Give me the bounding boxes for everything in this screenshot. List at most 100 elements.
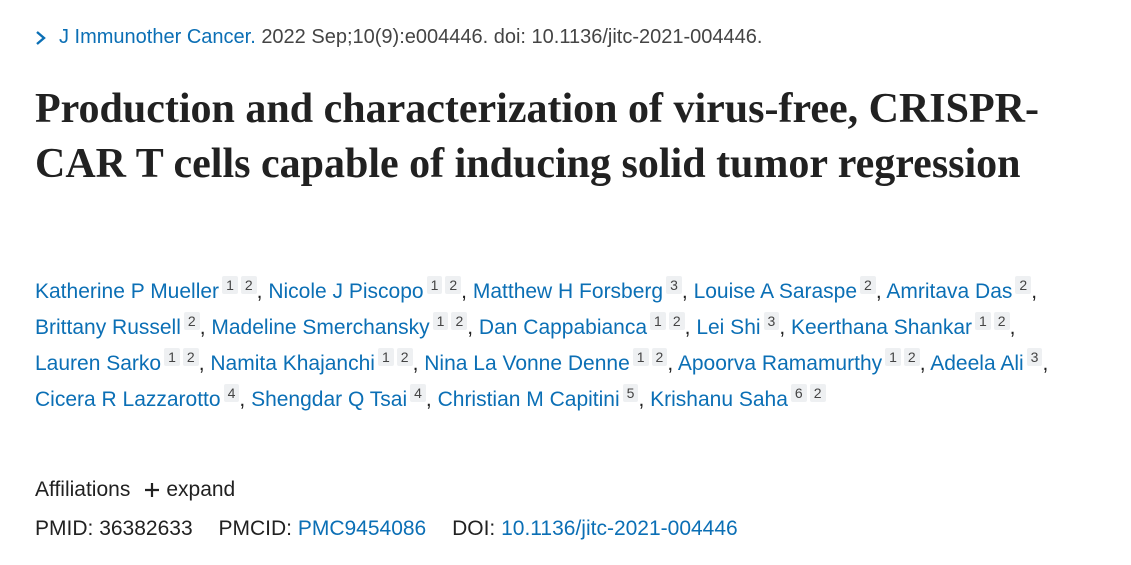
separator: , xyxy=(239,388,246,411)
author-link[interactable]: Louise A Saraspe xyxy=(693,280,858,303)
author: Lei Shi 3, xyxy=(696,312,786,339)
author-link[interactable]: Namita Khajanchi xyxy=(210,352,375,375)
author-link[interactable]: Apoorva Ramamurthy xyxy=(677,352,883,375)
pmcid-link[interactable]: PMC9454086 xyxy=(297,517,427,540)
author-link[interactable]: Keerthana Shankar xyxy=(791,316,972,339)
author: Katherine P Mueller 1 2, xyxy=(35,276,263,303)
author: Amritava Das 2, xyxy=(886,276,1037,303)
affiliation-ref[interactable]: 1 xyxy=(975,312,991,330)
author: Brittany Russell 2, xyxy=(35,312,206,339)
affiliation-ref[interactable]: 2 xyxy=(651,348,668,366)
author: Shengdar Q Tsai 4, xyxy=(251,384,432,411)
separator: , xyxy=(681,280,688,303)
citation-details: 2022 Sep;10(9):e004446. doi: 10.1136/jit… xyxy=(261,26,763,48)
separator: , xyxy=(638,388,645,411)
author-link[interactable]: Brittany Russell xyxy=(35,316,181,339)
separator: , xyxy=(461,280,468,303)
affiliation-ref[interactable]: 1 xyxy=(632,348,649,366)
affiliation-ref[interactable]: 2 xyxy=(993,312,1010,330)
separator: , xyxy=(919,352,926,375)
affiliation-ref[interactable]: 1 xyxy=(650,312,666,330)
journal-link[interactable]: J Immunother Cancer. xyxy=(59,26,256,48)
author-link[interactable]: Madeline Smerchansky xyxy=(211,316,430,339)
author: Louise A Saraspe 2, xyxy=(693,276,882,303)
affiliation-ref[interactable]: 3 xyxy=(666,276,682,294)
affiliation-ref[interactable]: 1 xyxy=(222,276,238,294)
affiliation-ref[interactable]: 1 xyxy=(885,348,901,366)
affiliation-ref[interactable]: 1 xyxy=(426,276,443,294)
affiliation-ref[interactable]: 2 xyxy=(183,312,200,330)
citation: J Immunother Cancer. 2022 Sep;10(9):e004… xyxy=(35,26,762,49)
separator: , xyxy=(779,316,786,339)
author: Keerthana Shankar 1 2, xyxy=(791,312,1016,339)
author-link[interactable]: Christian M Capitini xyxy=(437,388,620,411)
author: Christian M Capitini 5, xyxy=(437,384,645,411)
affiliation-ref[interactable]: 4 xyxy=(223,384,240,402)
separator: , xyxy=(1009,316,1016,339)
expand-toggle[interactable]: expand xyxy=(166,478,236,501)
author: Adeela Ali 3, xyxy=(930,348,1049,375)
author-link[interactable]: Amritava Das xyxy=(886,280,1013,303)
author: Cicera R Lazzarotto 4, xyxy=(35,384,246,411)
affiliation-ref[interactable]: 1 xyxy=(432,312,449,330)
affiliation-ref[interactable]: 2 xyxy=(451,312,468,330)
author: Nicole J Piscopo 1 2, xyxy=(268,276,468,303)
author-link[interactable]: Shengdar Q Tsai xyxy=(251,388,408,411)
article-title: Production and characterization of virus… xyxy=(35,86,1039,187)
author-link[interactable]: Krishanu Saha xyxy=(650,388,788,411)
affiliation-ref[interactable]: 2 xyxy=(809,384,826,402)
pmid-label: PMID: xyxy=(35,517,94,540)
author-link[interactable]: Nina La Vonne Denne xyxy=(424,352,630,375)
affiliation-ref[interactable]: 2 xyxy=(1015,276,1032,294)
affiliation-ref[interactable]: 2 xyxy=(903,348,920,366)
author: Nina La Vonne Denne 1 2, xyxy=(424,348,674,375)
author: Namita Khajanchi 1 2, xyxy=(210,348,419,375)
author: Lauren Sarko 1 2, xyxy=(35,348,205,375)
author-link[interactable]: Matthew H Forsberg xyxy=(472,280,664,303)
author-link[interactable]: Nicole J Piscopo xyxy=(268,280,424,303)
affiliation-ref[interactable]: 2 xyxy=(668,312,685,330)
doi-link[interactable]: 10.1136/jitc-2021-004446 xyxy=(501,517,738,540)
separator: , xyxy=(684,316,691,339)
author: Dan Cappabianca 1 2, xyxy=(478,312,691,339)
separator: , xyxy=(199,316,206,339)
affiliation-ref[interactable]: 5 xyxy=(622,384,639,402)
separator: , xyxy=(198,352,205,375)
author-link[interactable]: Dan Cappabianca xyxy=(478,316,648,339)
affiliation-ref[interactable]: 2 xyxy=(396,348,413,366)
plus-icon[interactable] xyxy=(144,482,160,498)
separator: , xyxy=(425,388,432,411)
pmcid-label: PMCID: xyxy=(218,517,292,540)
separator: , xyxy=(412,352,419,375)
separator: , xyxy=(467,316,474,339)
affiliation-ref[interactable]: 1 xyxy=(377,348,394,366)
separator: , xyxy=(875,280,882,303)
author: Krishanu Saha 6 2 xyxy=(650,384,826,411)
identifiers: PMID: 36382633 PMCID: PMC9454086 DOI: 10… xyxy=(35,517,738,541)
affiliation-ref[interactable]: 2 xyxy=(860,276,876,294)
doi-label: DOI: xyxy=(452,517,496,540)
author: Matthew H Forsberg 3, xyxy=(472,276,688,303)
separator: , xyxy=(667,352,674,375)
affiliation-ref[interactable]: 6 xyxy=(790,384,807,402)
separator: , xyxy=(256,280,263,303)
author: Madeline Smerchansky 1 2, xyxy=(211,312,474,339)
author-link[interactable]: Adeela Ali xyxy=(930,352,1024,375)
author-list: Katherine P Mueller 1 2, Nicole J Piscopo 1… xyxy=(35,274,1080,418)
author-link[interactable]: Lauren Sarko xyxy=(35,352,162,375)
affiliation-ref[interactable]: 3 xyxy=(763,312,780,330)
author-link[interactable]: Cicera R Lazzarotto xyxy=(35,388,221,411)
affiliation-ref[interactable]: 1 xyxy=(164,348,180,366)
author: Apoorva Ramamurthy 1 2, xyxy=(677,348,926,375)
affiliations-label: Affiliations xyxy=(35,478,131,501)
separator: , xyxy=(1042,352,1049,375)
author-link[interactable]: Lei Shi xyxy=(696,316,761,339)
author-link[interactable]: Katherine P Mueller xyxy=(35,280,220,303)
affiliation-ref[interactable]: 3 xyxy=(1026,348,1043,366)
affiliation-ref[interactable]: 2 xyxy=(445,276,462,294)
affiliation-ref[interactable]: 2 xyxy=(182,348,199,366)
affiliation-ref[interactable]: 2 xyxy=(240,276,257,294)
chevron-icon xyxy=(36,31,46,45)
affiliation-ref[interactable]: 4 xyxy=(410,384,426,402)
